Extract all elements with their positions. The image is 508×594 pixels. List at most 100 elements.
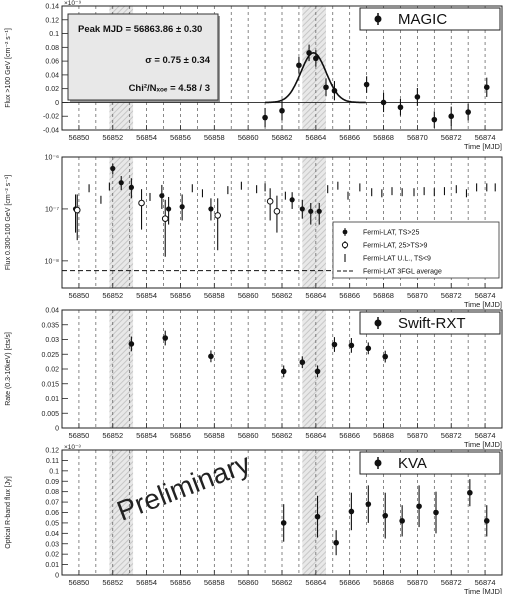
y-tick-label: 0.06 [45, 510, 59, 517]
panel-magic: 56850 56852 56854 56856 56858 56860 56862 56864… [5, 0, 503, 151]
fermi-legend-entry: Fermi-LAT U.L., TS<9 [363, 256, 431, 263]
fit-result-box [67, 13, 219, 101]
instrument-label: Swift-RXT [398, 315, 466, 332]
x-tick-label: 56868 [373, 431, 394, 440]
fermi-detection-point [179, 204, 185, 210]
x-tick-label: 56868 [373, 291, 394, 300]
shaded-band [109, 157, 134, 288]
x-tick-label: 56870 [407, 133, 428, 142]
y-tick-label: 0.005 [41, 411, 59, 418]
y-tick-label: 0.03 [45, 541, 59, 548]
x-tick-label: 56866 [339, 431, 360, 440]
y-tick-label: 0.02 [45, 86, 59, 93]
y-tick-label: 0.1 [49, 468, 59, 475]
x-tick-label: 56870 [407, 431, 428, 440]
x-tick-label: 56872 [441, 578, 462, 587]
x-tick-label: 56864 [305, 431, 326, 440]
y-tick-label: 0.06 [45, 59, 59, 66]
data-point [331, 341, 338, 348]
y-tick-label: 0.02 [45, 552, 59, 559]
data-point [314, 513, 321, 520]
data-point [262, 114, 268, 121]
y-tick-label: 0.025 [41, 352, 59, 359]
y-tick-label: 0.03 [45, 337, 59, 344]
data-point [397, 104, 404, 111]
x-tick-label: 56864 [305, 133, 326, 142]
x-tick-label: 56852 [102, 578, 123, 587]
x-tick-label: 56852 [102, 133, 123, 142]
y-axis-label: Optical R-band flux [Jy] [5, 476, 12, 548]
x-tick-label: 56858 [204, 431, 225, 440]
data-point [314, 368, 321, 375]
data-point [365, 501, 372, 507]
data-point [380, 99, 387, 106]
data-point [208, 353, 214, 360]
x-tick-label: 56856 [170, 291, 191, 300]
fermi-detection-point [159, 193, 165, 199]
fit-sigma-text: σ = 0.75 ± 0.34 [145, 55, 211, 66]
y-tick-label: 0.07 [45, 500, 59, 507]
y-exponent: ×10⁻⁹ [64, 0, 81, 7]
fermi-marginal-point [138, 199, 145, 207]
instrument-label-box [359, 451, 501, 475]
data-point [128, 341, 135, 347]
x-tick-label: 56858 [204, 291, 225, 300]
y-tick-label: 0.05 [45, 520, 59, 527]
panel-kva: 56850 56852 56854 56856 56858 56860 56862 56864… [5, 444, 503, 594]
x-tick-label: 56864 [305, 578, 326, 587]
fermi-detection-point [289, 197, 295, 203]
data-point [465, 109, 471, 115]
instrument-label-box [359, 7, 501, 31]
shaded-band [109, 450, 134, 575]
x-tick-label: 56860 [238, 431, 259, 440]
y-tick-label: -0.02 [43, 114, 59, 121]
x-tick-label: 56854 [136, 578, 157, 587]
data-point [414, 94, 421, 100]
y-tick-label: 0.14 [45, 4, 59, 11]
x-tick-label: 56862 [272, 578, 293, 587]
y-axis-label: Flux >100 GeV [cm⁻² s⁻¹] [5, 28, 12, 108]
data-point [348, 342, 355, 349]
x-tick-label: 56872 [441, 431, 462, 440]
y-tick-label: 10⁻⁷ [45, 206, 59, 213]
y-axis-label: Flux 0.300-100 GeV [cm⁻² s⁻¹] [5, 175, 12, 270]
y-tick-label: 0 [55, 573, 59, 580]
data-point [448, 113, 455, 120]
x-tick-label: 56868 [373, 133, 394, 142]
x-tick-label: 56868 [373, 578, 394, 587]
fermi-detection-point [166, 206, 172, 212]
fermi-marginal-point [161, 215, 169, 222]
x-tick-label: 56874 [475, 431, 496, 440]
x-tick-label: 56854 [136, 291, 157, 300]
fermi-detection-point [299, 206, 305, 212]
x-tick-label: 56862 [272, 133, 293, 142]
data-point [296, 62, 302, 69]
y-axis-label: Rate (0.3-10keV) [cts/s] [5, 332, 12, 406]
x-tick-label: 56864 [305, 291, 326, 300]
fermi-legend-entry: Fermi-LAT 3FGL average [363, 269, 442, 276]
y-tick-label: 0.12 [45, 448, 59, 455]
legend-marker-filled [342, 229, 348, 235]
data-point [299, 359, 306, 366]
x-tick-label: 56862 [272, 431, 293, 440]
data-point [416, 503, 422, 510]
x-tick-label: 56858 [204, 578, 225, 587]
data-point [382, 512, 389, 519]
x-tick-label: 56850 [68, 133, 89, 142]
y-tick-label: 0.035 [41, 322, 59, 329]
fermi-marginal-point [73, 206, 81, 214]
x-tick-label: 56854 [136, 431, 157, 440]
x-tick-label: 56874 [475, 291, 496, 300]
x-tick-label: 56850 [68, 578, 89, 587]
data-point [306, 50, 312, 56]
y-tick-label: 0.04 [45, 531, 59, 538]
instrument-label: KVA [398, 455, 427, 472]
x-tick-label: 56874 [475, 133, 496, 142]
y-tick-label: 10⁻⁸ [45, 258, 59, 265]
fermi-marginal-point [273, 208, 281, 215]
legend-marker [374, 459, 382, 467]
x-tick-label: 56870 [407, 578, 428, 587]
x-tick-label: 56852 [102, 431, 123, 440]
fermi-marginal-point [214, 212, 221, 219]
x-tick-label: 56858 [204, 133, 225, 142]
